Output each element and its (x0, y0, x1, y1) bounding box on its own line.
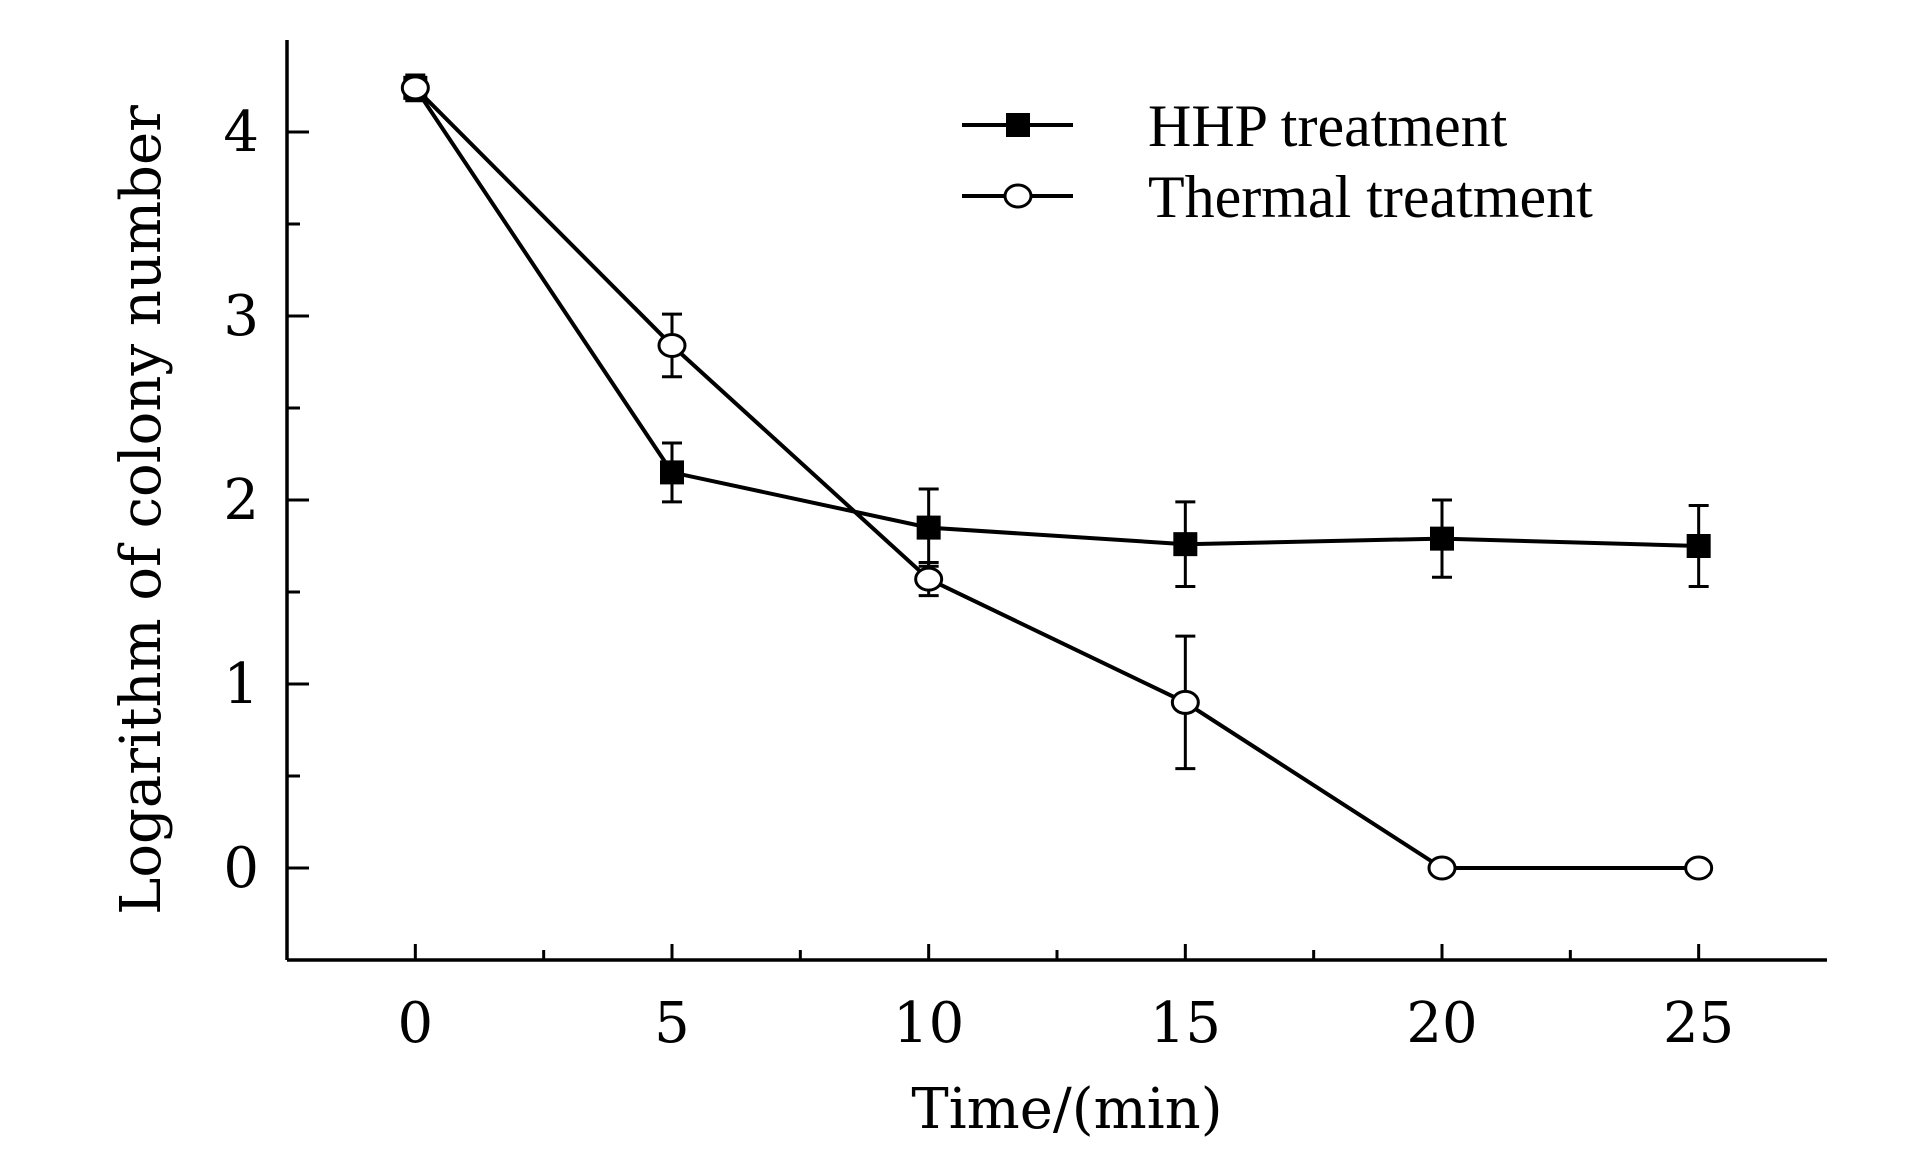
y-tick-label: 4 (223, 100, 259, 165)
data-point-hhp (1686, 534, 1711, 558)
legend-label: Thermal treatment (1148, 164, 1593, 230)
legend-marker (1006, 113, 1030, 137)
data-point-hhp (916, 515, 941, 540)
y-tick-label: 2 (223, 468, 259, 533)
data-point-thermal (1170, 689, 1200, 715)
series-line-hhp (413, 86, 1699, 548)
series-hhp (403, 75, 1711, 588)
x-tick-label: 0 (398, 991, 434, 1056)
data-point-thermal (400, 75, 430, 101)
x-tick-label: 20 (1406, 991, 1477, 1056)
legend-label: HHP treatment (1148, 93, 1508, 159)
data-point-thermal (914, 566, 944, 592)
series-layer (400, 73, 1714, 881)
x-tick-label: 5 (654, 991, 690, 1056)
data-point-hhp (660, 460, 684, 485)
legend-marker (1003, 183, 1033, 209)
legend-entry-hhp: HHP treatment (962, 93, 1508, 159)
x-axis-title: Time/(min) (911, 1077, 1222, 1142)
data-point-thermal (657, 332, 687, 358)
y-tick-label: 0 (223, 836, 259, 901)
x-tick-label: 15 (1150, 991, 1221, 1056)
data-point-hhp (1173, 532, 1198, 557)
y-tick-label: 1 (223, 652, 259, 717)
data-point-hhp (1430, 526, 1454, 551)
data-point-thermal (1427, 855, 1457, 881)
series-thermal (400, 73, 1714, 881)
x-tick-label: 10 (893, 991, 964, 1056)
x-tick-label: 25 (1663, 991, 1734, 1056)
axes: 0 5 10 15 20 25 0 1 2 3 4 (223, 40, 1827, 1056)
legend-entry-thermal: Thermal treatment (962, 164, 1593, 230)
y-tick-label: 3 (223, 284, 259, 349)
y-axis-title: Logarithm of colony number (109, 105, 174, 915)
data-point-thermal (1684, 855, 1714, 881)
series-line-thermal (413, 86, 1699, 870)
